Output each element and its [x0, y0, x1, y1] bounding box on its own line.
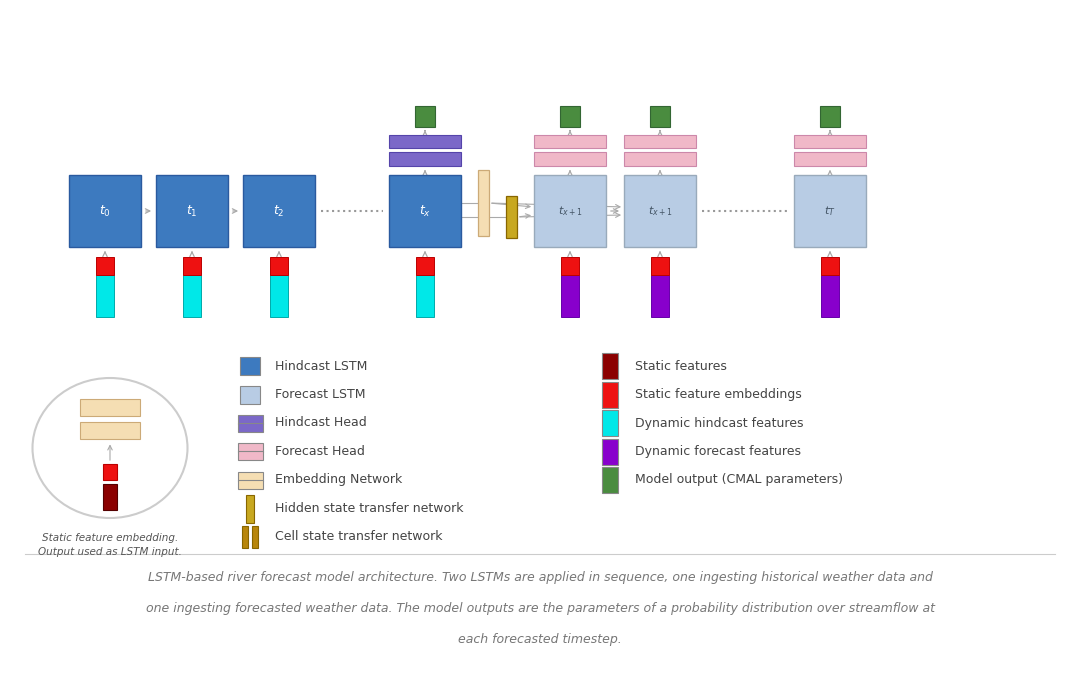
- Bar: [651, 275, 669, 317]
- Bar: [183, 257, 201, 275]
- Text: Hindcast Head: Hindcast Head: [275, 416, 367, 429]
- Text: Hindcast LSTM: Hindcast LSTM: [275, 360, 367, 372]
- Bar: [252, 526, 258, 548]
- Bar: [415, 107, 435, 126]
- Bar: [624, 135, 696, 148]
- Bar: [69, 175, 141, 247]
- Bar: [238, 414, 262, 423]
- Bar: [238, 422, 262, 431]
- Bar: [416, 257, 434, 275]
- Bar: [561, 107, 580, 126]
- Bar: [270, 257, 288, 275]
- Bar: [820, 107, 840, 126]
- Text: $t_0$: $t_0$: [99, 203, 111, 218]
- Text: Embedding Network: Embedding Network: [275, 473, 402, 487]
- Text: $t_T$: $t_T$: [824, 204, 836, 218]
- Text: $t_{x+1}$: $t_{x+1}$: [557, 204, 582, 218]
- Bar: [183, 275, 201, 317]
- Text: Forecast Head: Forecast Head: [275, 445, 365, 458]
- Bar: [624, 175, 696, 247]
- Bar: [794, 153, 866, 166]
- Bar: [103, 464, 117, 480]
- Bar: [561, 257, 579, 275]
- Bar: [794, 135, 866, 148]
- Bar: [238, 443, 262, 452]
- Bar: [650, 107, 670, 126]
- Text: $t_{x+1}$: $t_{x+1}$: [648, 204, 673, 218]
- Bar: [651, 257, 669, 275]
- Bar: [602, 381, 618, 408]
- Bar: [602, 467, 618, 493]
- Bar: [821, 275, 839, 317]
- Bar: [478, 170, 489, 235]
- Bar: [602, 410, 618, 436]
- Text: Hidden state transfer network: Hidden state transfer network: [275, 502, 463, 515]
- Bar: [238, 479, 262, 489]
- Bar: [507, 196, 517, 238]
- Bar: [534, 135, 606, 148]
- Bar: [156, 175, 228, 247]
- Bar: [238, 451, 262, 460]
- Text: LSTM-based river forecast model architecture. Two LSTMs are applied in sequence,: LSTM-based river forecast model architec…: [148, 571, 932, 584]
- Bar: [103, 484, 117, 510]
- Text: Dynamic forecast features: Dynamic forecast features: [635, 445, 801, 458]
- Bar: [96, 275, 114, 317]
- Bar: [534, 175, 606, 247]
- Text: Dynamic hindcast features: Dynamic hindcast features: [635, 416, 804, 429]
- Bar: [80, 422, 140, 439]
- Bar: [821, 257, 839, 275]
- Bar: [534, 153, 606, 166]
- Bar: [389, 175, 461, 247]
- Bar: [246, 495, 254, 523]
- Text: each forecasted timestep.: each forecasted timestep.: [458, 633, 622, 646]
- Bar: [240, 385, 260, 404]
- Text: $t_x$: $t_x$: [419, 203, 431, 218]
- Text: $t_1$: $t_1$: [186, 203, 198, 218]
- Text: Static feature embeddings: Static feature embeddings: [635, 388, 801, 401]
- Text: $t_2$: $t_2$: [273, 203, 285, 218]
- Text: Static features: Static features: [635, 360, 727, 372]
- Bar: [602, 353, 618, 379]
- Bar: [389, 153, 461, 166]
- Bar: [602, 439, 618, 464]
- Bar: [624, 153, 696, 166]
- Text: Static feature embedding.
Output used as LSTM input.: Static feature embedding. Output used as…: [38, 533, 181, 557]
- Bar: [96, 257, 114, 275]
- Text: one ingesting forecasted weather data. The model outputs are the parameters of a: one ingesting forecasted weather data. T…: [146, 602, 934, 615]
- Bar: [389, 135, 461, 148]
- Bar: [561, 275, 579, 317]
- Bar: [416, 275, 434, 317]
- Text: Cell state transfer network: Cell state transfer network: [275, 531, 443, 544]
- Bar: [794, 175, 866, 247]
- Text: Model output (CMAL parameters): Model output (CMAL parameters): [635, 473, 843, 487]
- Bar: [243, 175, 315, 247]
- Bar: [270, 275, 288, 317]
- Bar: [242, 526, 248, 548]
- Bar: [80, 398, 140, 416]
- Text: Forecast LSTM: Forecast LSTM: [275, 388, 365, 401]
- Bar: [240, 357, 260, 375]
- Bar: [238, 471, 262, 481]
